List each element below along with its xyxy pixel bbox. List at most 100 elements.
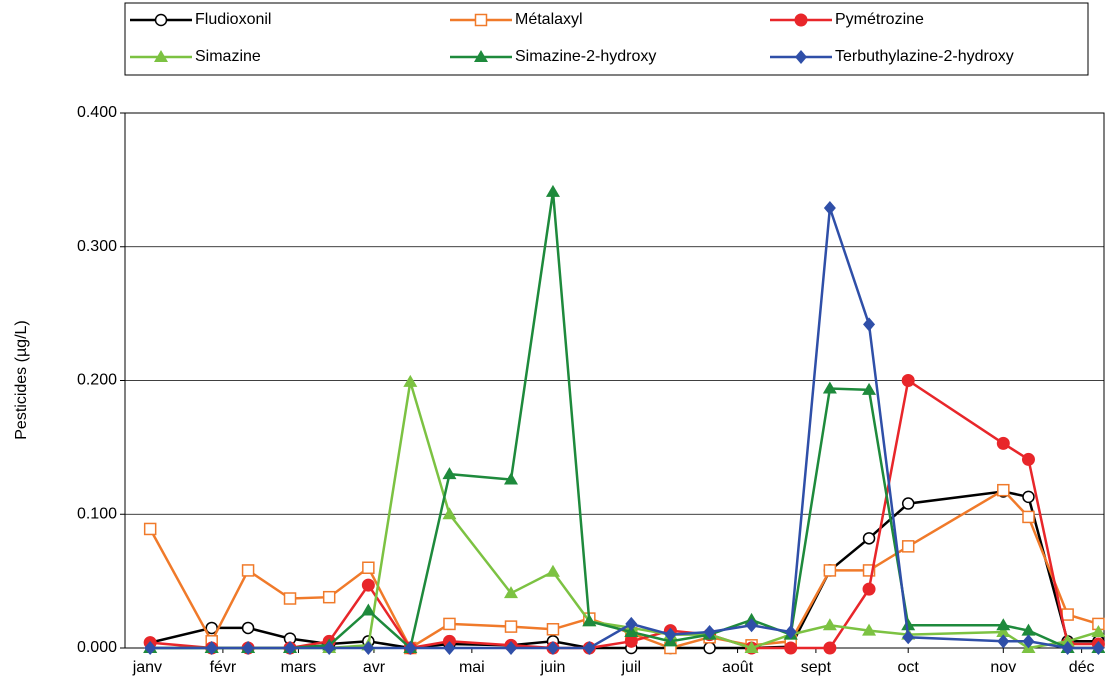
- legend-label: Fludioxonil: [195, 11, 271, 28]
- marker: [362, 641, 375, 655]
- marker: [504, 586, 519, 599]
- marker: [545, 184, 560, 197]
- marker: [664, 627, 677, 642]
- x-tick-label: janv: [132, 659, 162, 676]
- marker: [242, 641, 255, 655]
- marker: [154, 13, 168, 27]
- x-tick-label: juin: [540, 659, 566, 676]
- marker: [241, 564, 255, 577]
- legend-label: Simazine-2-hydroxy: [515, 48, 656, 65]
- x-tick-label: juil: [621, 659, 642, 676]
- marker: [1091, 624, 1105, 637]
- marker: [504, 620, 518, 633]
- marker: [241, 621, 255, 635]
- marker: [862, 623, 877, 636]
- marker: [144, 641, 157, 655]
- marker: [403, 374, 418, 387]
- x-tick-label: août: [722, 659, 754, 676]
- marker: [901, 374, 915, 387]
- series-line: [150, 381, 1099, 650]
- y-axis-label: Pesticides (µg/L): [13, 320, 30, 439]
- marker: [361, 578, 375, 592]
- marker: [154, 50, 168, 62]
- marker: [443, 617, 456, 631]
- x-tick-label: oct: [898, 659, 920, 676]
- marker: [822, 618, 837, 631]
- marker: [442, 507, 457, 520]
- legend-label: Terbuthylazine-2-hydroxy: [835, 48, 1014, 65]
- marker: [443, 641, 456, 655]
- marker: [996, 624, 1011, 637]
- legend-label: Métalaxyl: [515, 11, 583, 28]
- marker: [784, 641, 798, 655]
- marker: [323, 641, 336, 655]
- y-tick-label: 0.300: [77, 238, 117, 255]
- marker: [862, 382, 877, 395]
- marker: [997, 483, 1010, 497]
- marker: [863, 317, 876, 332]
- marker: [703, 641, 716, 655]
- marker: [902, 630, 915, 645]
- marker: [1022, 634, 1035, 649]
- marker: [901, 540, 915, 553]
- marker: [901, 497, 915, 510]
- y-tick-label: 0.400: [77, 104, 117, 121]
- marker: [474, 50, 488, 62]
- series-line: [150, 207, 1099, 650]
- marker: [322, 590, 336, 604]
- marker: [583, 641, 596, 655]
- legend-label: Simazine: [195, 48, 261, 65]
- marker: [823, 641, 837, 655]
- marker: [1022, 510, 1035, 524]
- marker: [545, 564, 560, 577]
- marker: [901, 618, 916, 631]
- marker: [1021, 452, 1035, 466]
- y-tick-label: 0.100: [77, 505, 117, 522]
- marker: [784, 624, 797, 639]
- marker: [404, 641, 417, 655]
- marker: [625, 616, 638, 631]
- marker: [505, 641, 518, 655]
- marker: [862, 532, 876, 545]
- marker: [1021, 623, 1036, 636]
- marker: [1060, 634, 1075, 647]
- marker: [996, 436, 1010, 450]
- series-line: [150, 191, 1099, 651]
- marker: [283, 592, 297, 605]
- marker: [284, 641, 297, 655]
- marker: [504, 472, 519, 485]
- marker: [744, 641, 759, 653]
- marker: [822, 381, 837, 394]
- marker: [996, 618, 1011, 631]
- x-tick-label: avr: [363, 659, 386, 676]
- y-tick-label: 0.200: [77, 372, 117, 389]
- marker: [745, 618, 758, 633]
- marker: [143, 522, 157, 536]
- legend-box: [124, 2, 1089, 76]
- marker: [582, 614, 597, 627]
- x-tick-label: mars: [281, 659, 317, 676]
- marker: [624, 634, 638, 648]
- x-tick-label: sept: [801, 659, 832, 676]
- marker: [795, 50, 807, 64]
- y-tick-label: 0.000: [77, 639, 117, 656]
- marker: [862, 564, 876, 577]
- marker: [1022, 490, 1035, 504]
- marker: [997, 634, 1010, 649]
- marker: [546, 641, 559, 655]
- marker: [362, 561, 375, 574]
- marker: [794, 13, 808, 27]
- x-tick-label: nov: [990, 659, 1016, 676]
- x-tick-label: févr: [210, 659, 237, 676]
- x-tick-label: mai: [459, 659, 485, 676]
- marker: [624, 624, 639, 637]
- marker: [546, 623, 560, 636]
- legend-label: Pymétrozine: [835, 11, 924, 28]
- marker: [205, 641, 218, 655]
- marker: [703, 624, 716, 639]
- marker: [823, 564, 837, 577]
- marker: [474, 13, 488, 27]
- marker: [1061, 641, 1074, 655]
- x-tick-label: déc: [1069, 659, 1095, 676]
